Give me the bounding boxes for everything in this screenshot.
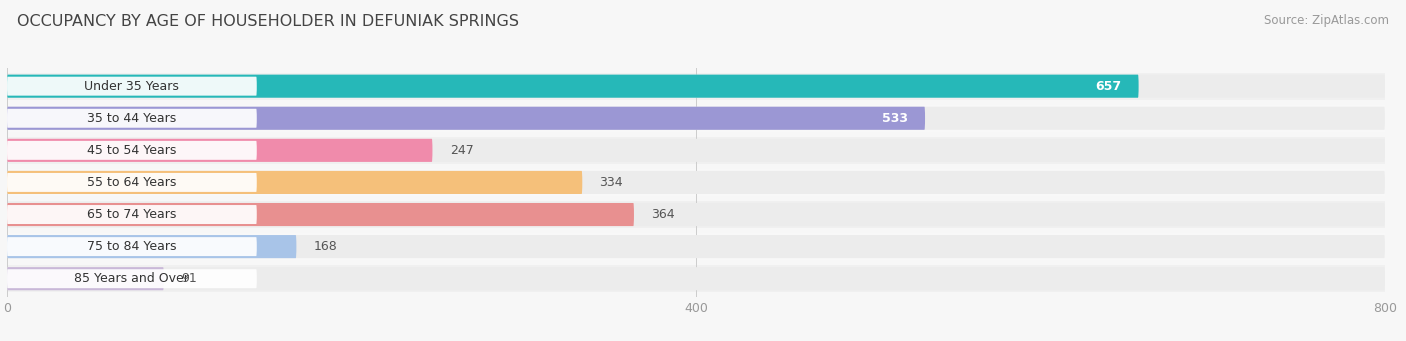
Text: 247: 247 [450,144,474,157]
Bar [0,233,1406,260]
Text: 85 Years and Over: 85 Years and Over [75,272,190,285]
FancyBboxPatch shape [7,171,582,194]
FancyBboxPatch shape [7,237,257,256]
Text: 168: 168 [314,240,337,253]
Bar [0,73,1406,100]
Text: 55 to 64 Years: 55 to 64 Years [87,176,177,189]
FancyBboxPatch shape [7,171,1385,194]
Text: 657: 657 [1095,80,1122,93]
FancyBboxPatch shape [7,139,433,162]
Bar [0,105,1406,132]
Text: 65 to 74 Years: 65 to 74 Years [87,208,177,221]
FancyBboxPatch shape [7,139,1385,162]
Text: 91: 91 [181,272,197,285]
FancyBboxPatch shape [7,267,1385,290]
FancyBboxPatch shape [7,269,257,288]
FancyBboxPatch shape [7,75,1139,98]
Text: 334: 334 [599,176,623,189]
FancyBboxPatch shape [7,235,297,258]
FancyBboxPatch shape [7,173,257,192]
Bar [0,137,1406,164]
Text: 364: 364 [651,208,675,221]
FancyBboxPatch shape [7,267,163,290]
Bar [0,201,1406,228]
Text: OCCUPANCY BY AGE OF HOUSEHOLDER IN DEFUNIAK SPRINGS: OCCUPANCY BY AGE OF HOUSEHOLDER IN DEFUN… [17,14,519,29]
Bar [0,265,1406,292]
Text: 35 to 44 Years: 35 to 44 Years [87,112,177,125]
FancyBboxPatch shape [7,235,1385,258]
FancyBboxPatch shape [7,203,634,226]
Text: Source: ZipAtlas.com: Source: ZipAtlas.com [1264,14,1389,27]
Text: Under 35 Years: Under 35 Years [84,80,180,93]
FancyBboxPatch shape [7,141,257,160]
FancyBboxPatch shape [7,107,1385,130]
Bar [0,169,1406,196]
Text: 533: 533 [882,112,908,125]
FancyBboxPatch shape [7,109,257,128]
Text: 75 to 84 Years: 75 to 84 Years [87,240,177,253]
FancyBboxPatch shape [7,203,1385,226]
Text: 45 to 54 Years: 45 to 54 Years [87,144,177,157]
FancyBboxPatch shape [7,77,257,95]
FancyBboxPatch shape [7,107,925,130]
FancyBboxPatch shape [7,75,1385,98]
FancyBboxPatch shape [7,205,257,224]
